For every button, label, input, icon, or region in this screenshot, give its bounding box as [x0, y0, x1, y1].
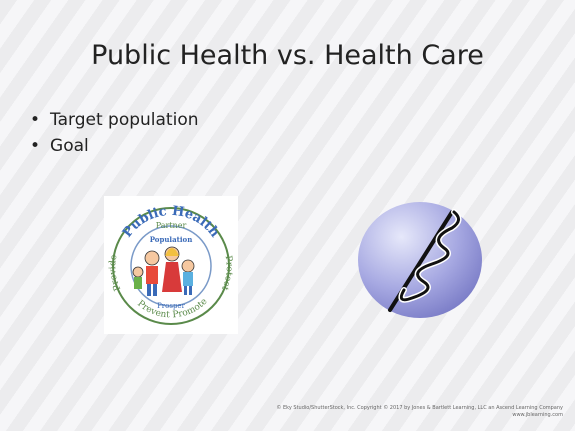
slide-title: Public Health vs. Health Care — [0, 40, 575, 71]
public-health-logo: Public Health Partner Population Provide… — [104, 196, 238, 334]
logo-word: Population — [150, 235, 193, 244]
logo-word: Partner — [156, 221, 187, 230]
footer-copyright: © Eky Studio/ShutterStock, Inc. Copyrigh… — [276, 405, 563, 411]
bullet: Goal — [30, 136, 199, 156]
bullet: Target population — [30, 110, 199, 130]
caduceus-icon — [352, 190, 486, 324]
bullet-list: Target population Goal — [30, 110, 199, 162]
footer-url: www.jblearning.com — [512, 412, 563, 418]
slide: Public Health vs. Health Care Target pop… — [0, 0, 575, 431]
logo-word: Prosper — [157, 302, 185, 310]
